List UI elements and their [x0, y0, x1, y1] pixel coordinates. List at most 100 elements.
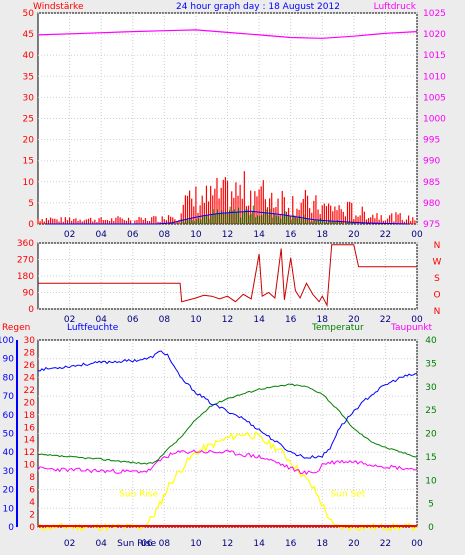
climate-x-tick-label: 18	[317, 539, 329, 549]
wind-tick-label: 5	[28, 199, 34, 209]
sunrise-annotation: Sun Rise	[119, 490, 158, 500]
humidity-tick-label: 10	[3, 504, 15, 514]
direction-x-tick-label: 22	[380, 315, 391, 325]
wind-tick-label: 15	[23, 157, 34, 167]
wind-x-tick-label: 18	[317, 230, 329, 240]
climate-x-tick-label: Sun Rise	[117, 539, 156, 549]
rain-tick-label: 0	[29, 523, 35, 533]
wind-tick-label: 35	[23, 72, 34, 82]
humidity-tick-label: 50	[3, 430, 15, 440]
rain-tick-label: 30	[24, 336, 36, 346]
wind-x-tick-label: 12	[222, 230, 233, 240]
compass-label: S	[434, 274, 440, 284]
direction-x-tick-label: 12	[222, 315, 233, 325]
humidity-tick-label: 70	[3, 392, 15, 402]
solar-line	[37, 431, 418, 532]
rain-tick-label: 2	[29, 511, 35, 521]
rain-tick-label: 10	[24, 461, 36, 471]
pressure-tick-label: 1000	[423, 115, 446, 125]
rain-tick-label: 16	[24, 423, 36, 433]
direction-x-tick-label: 10	[190, 315, 202, 325]
compass-label: W	[433, 258, 442, 268]
wind-x-tick-label: 04	[95, 230, 107, 240]
humidity-tick-label: 100	[0, 336, 14, 346]
wind-tick-label: 25	[23, 115, 34, 125]
wind-tick-label: 30	[23, 93, 35, 103]
temperature-tick-label: 35	[425, 359, 436, 369]
wind-tick-label: 45	[23, 30, 34, 40]
humidity-line	[37, 350, 418, 459]
pressure-axis-label: Luftdruck	[374, 2, 417, 12]
direction-x-tick-label: 16	[285, 315, 297, 325]
pressure-tick-label: 1020	[423, 30, 446, 40]
pressure-tick-label: 980	[423, 199, 440, 209]
dewpoint-axis-label: Taupunkt	[390, 323, 433, 333]
wind-axis-label: Windstärke	[33, 2, 84, 12]
wind-x-tick-label: 22	[380, 230, 391, 240]
pressure-tick-label: 1025	[423, 9, 446, 19]
humidity-tick-label: 30	[3, 467, 15, 477]
direction-x-tick-label: 04	[95, 315, 107, 325]
temperature-tick-label: 25	[425, 406, 436, 416]
rain-tick-label: 28	[24, 348, 36, 358]
temperature-tick-label: 15	[425, 453, 436, 463]
compass-label: N	[434, 307, 441, 317]
rain-tick-label: 18	[24, 411, 36, 421]
climate-x-tick-label: 06	[141, 539, 153, 549]
climate-x-tick-label: 16	[285, 539, 297, 549]
direction-tick-label: 180	[17, 272, 34, 282]
climate-x-tick-label: 20	[348, 539, 360, 549]
direction-tick-label: 270	[17, 256, 34, 266]
temperature-axis-label: Temperatur	[311, 323, 364, 333]
temperature-tick-label: 10	[425, 476, 437, 486]
rain-tick-label: 8	[29, 473, 35, 483]
pressure-tick-label: 985	[423, 178, 440, 188]
rain-axis-label: Regen	[2, 323, 30, 333]
wind-tick-label: 10	[23, 178, 35, 188]
direction-tick-label: 0	[28, 305, 34, 315]
humidity-tick-label: 60	[3, 411, 15, 421]
chart-title: 24 hour graph day : 18 August 2012	[176, 2, 340, 12]
climate-x-tick-label: 02	[64, 539, 75, 549]
direction-x-tick-label: 02	[64, 315, 75, 325]
rain-tick-label: 6	[29, 486, 35, 496]
wind-average-line	[45, 210, 410, 225]
humidity-tick-label: 20	[3, 486, 15, 496]
direction-x-tick-label: 06	[127, 315, 139, 325]
direction-x-tick-label: 18	[317, 315, 329, 325]
pressure-tick-label: 995	[423, 136, 440, 146]
wind-x-tick-label: 16	[285, 230, 297, 240]
humidity-tick-label: 90	[3, 355, 15, 365]
chart-layer: 0510152025303540455097598098599099510001…	[0, 9, 446, 549]
wind-x-tick-label: 14	[253, 230, 265, 240]
pressure-tick-label: 1010	[423, 72, 446, 82]
climate-x-tick-label: 08	[159, 539, 171, 549]
rain-tick-label: 12	[24, 448, 35, 458]
temperature-tick-label: 5	[428, 500, 434, 510]
temperature-line	[37, 383, 417, 465]
temperature-tick-label: 40	[425, 336, 437, 346]
direction-x-tick-label: 00	[411, 315, 423, 325]
humidity-axis-label: Luftfeuchte	[67, 323, 119, 333]
wind-tick-label: 20	[23, 136, 35, 146]
pressure-tick-label: 990	[423, 157, 440, 167]
temperature-tick-label: 20	[425, 430, 437, 440]
wind-tick-label: 50	[23, 9, 35, 19]
climate-x-tick-label: 14	[253, 539, 265, 549]
rain-tick-label: 26	[24, 361, 36, 371]
rain-tick-label: 14	[24, 436, 36, 446]
temperature-tick-label: 30	[425, 383, 437, 393]
direction-x-tick-label: 14	[253, 315, 265, 325]
wind-tick-label: 40	[23, 51, 35, 61]
rain-tick-label: 20	[24, 398, 36, 408]
rain-tick-label: 24	[24, 373, 36, 383]
humidity-tick-label: 80	[3, 373, 15, 383]
pressure-tick-label: 975	[423, 220, 440, 230]
compass-label: N	[434, 241, 441, 251]
compass-label: O	[433, 291, 440, 301]
humidity-tick-label: 0	[8, 523, 14, 533]
wind-direction-line	[38, 244, 417, 308]
climate-x-tick-label: 00	[411, 539, 423, 549]
